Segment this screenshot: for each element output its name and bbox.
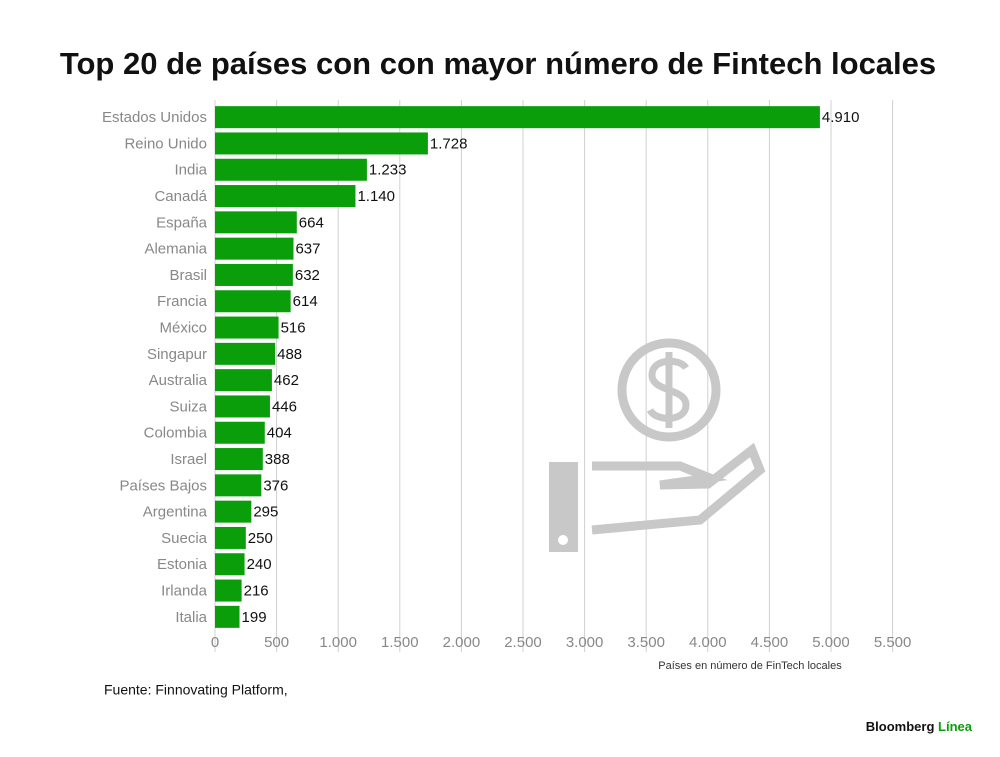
y-tick-label: Canadá <box>154 188 207 205</box>
value-label: 240 <box>247 556 272 573</box>
bar <box>215 211 297 234</box>
value-label: 614 <box>293 293 318 310</box>
bar <box>215 316 279 339</box>
bar <box>215 553 245 576</box>
source: Fuente: Finnovating Platform, <box>104 682 288 698</box>
bar <box>215 237 294 260</box>
value-label: 295 <box>253 504 278 521</box>
value-label: 376 <box>263 477 288 494</box>
value-label: 216 <box>244 583 269 600</box>
brand-name: Bloomberg <box>866 719 935 734</box>
x-tick-label: 4.500 <box>751 634 789 651</box>
bar <box>215 185 356 208</box>
value-label: 404 <box>267 425 292 442</box>
value-label: 1.140 <box>357 188 395 205</box>
y-tick-label: Francia <box>157 293 208 310</box>
value-label: 488 <box>277 346 302 363</box>
bar <box>215 132 428 155</box>
y-tick-label: Australia <box>149 372 208 389</box>
bar <box>215 395 270 418</box>
y-tick-label: Reino Unido <box>124 135 207 152</box>
y-tick-label: Estonia <box>157 556 208 573</box>
x-tick-label: 1.500 <box>381 634 419 651</box>
x-tick-label: 5.500 <box>874 634 912 651</box>
y-tick-label: Brasil <box>169 267 207 284</box>
bar <box>215 369 272 392</box>
value-label: 664 <box>299 214 324 231</box>
y-tick-label: Suiza <box>169 398 207 415</box>
x-tick-label: 3.500 <box>627 634 665 651</box>
bar <box>215 421 265 444</box>
y-tick-label: India <box>174 162 207 179</box>
icon <box>549 338 766 552</box>
x-tick-label: 2.500 <box>504 634 542 651</box>
value-label: 250 <box>248 530 273 547</box>
x-tick-label: 0 <box>211 634 219 651</box>
value-label: 462 <box>274 372 299 389</box>
x-tick-label: 3.000 <box>566 634 604 651</box>
y-tick-label: Colombia <box>144 425 208 442</box>
chart-title: Top 20 de países con con mayor número de… <box>60 46 936 81</box>
y-tick-label: Alemania <box>144 241 207 258</box>
value-label: 637 <box>295 241 320 258</box>
y-tick-label: México <box>159 320 207 337</box>
x-tick-label: 1.000 <box>319 634 357 651</box>
brand: Bloomberg Línea <box>866 719 973 734</box>
bar <box>215 579 242 602</box>
x-tick-label: 5.000 <box>812 634 850 651</box>
bar <box>215 474 262 497</box>
y-tick-label: Países Bajos <box>119 477 207 494</box>
x-tick-label: 500 <box>264 634 289 651</box>
value-label: 1.728 <box>430 135 468 152</box>
value-label: 446 <box>272 398 297 415</box>
x-tick-label: 4.000 <box>689 634 727 651</box>
bar <box>215 290 291 313</box>
bar <box>215 342 276 365</box>
y-tick-label: Irlanda <box>161 583 208 600</box>
value-label: 388 <box>265 451 290 468</box>
y-tick-label: Argentina <box>143 504 208 521</box>
y-tick-label: Singapur <box>147 346 207 363</box>
value-label: 516 <box>281 320 306 337</box>
value-label: 1.233 <box>369 162 407 179</box>
bar <box>215 605 240 628</box>
value-label: 199 <box>242 609 267 626</box>
bar <box>215 263 293 286</box>
x-axis-label: Países en número de FinTech locales <box>658 660 842 672</box>
brand-accent: Línea <box>938 719 973 734</box>
bar <box>215 500 252 523</box>
y-tick-label: España <box>156 214 208 231</box>
y-tick-label: Italia <box>175 609 207 626</box>
bar <box>215 106 820 129</box>
y-tick-label: Suecia <box>161 530 208 547</box>
y-tick-label: Estados Unidos <box>102 109 207 126</box>
bar <box>215 448 263 471</box>
x-tick-label: 2.000 <box>443 634 481 651</box>
bar <box>215 526 246 549</box>
value-label: 4.910 <box>822 109 860 126</box>
bar <box>215 158 367 181</box>
value-label: 632 <box>295 267 320 284</box>
y-tick-label: Israel <box>170 451 207 468</box>
